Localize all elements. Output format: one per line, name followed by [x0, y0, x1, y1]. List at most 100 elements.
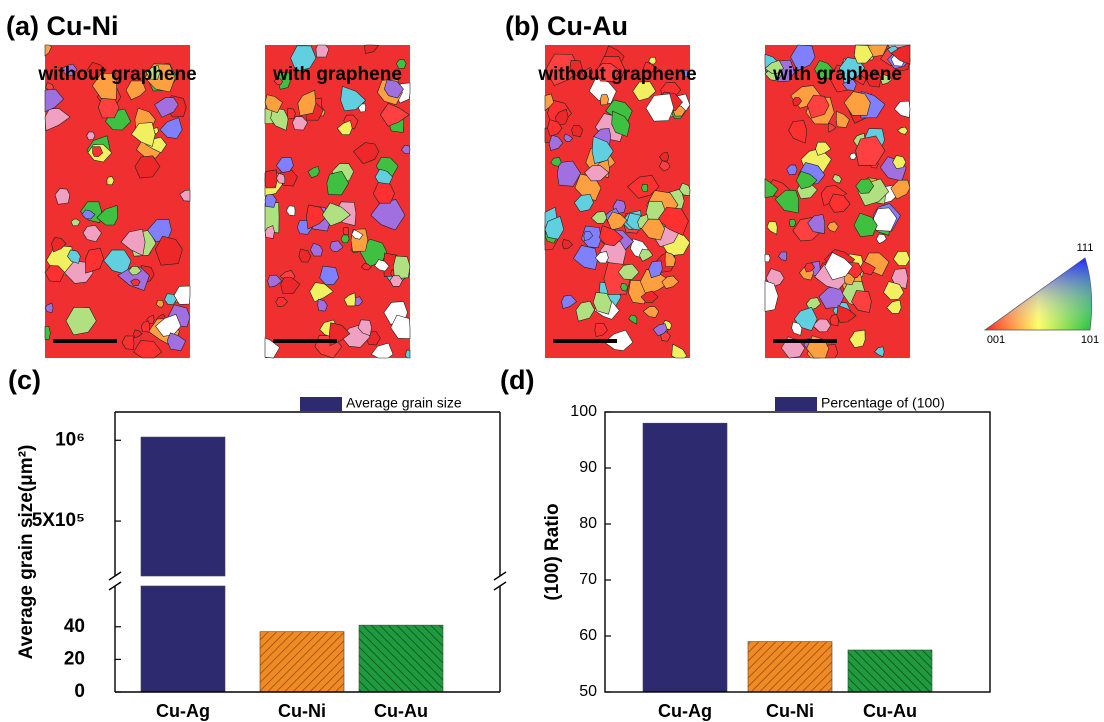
grain: [290, 45, 317, 73]
grain: [159, 117, 183, 139]
grain: [659, 160, 671, 171]
grain: [661, 275, 680, 289]
map-caption: without graphene: [537, 64, 696, 85]
map-caption: with graphene: [272, 64, 402, 85]
grain: [892, 251, 911, 266]
ebsd-maps: without graphene with graphene without gra…: [37, 44, 911, 359]
grain: [130, 122, 156, 147]
grain: [379, 103, 410, 127]
y-tick-label: 50: [579, 683, 597, 700]
grain: [573, 245, 599, 270]
grain: [642, 306, 660, 318]
grain: [571, 124, 584, 138]
grain: [583, 231, 594, 242]
grain: [814, 60, 834, 79]
y-axis-label: Average grain size(μm²): [16, 445, 37, 660]
grain: [329, 240, 344, 253]
grain: [275, 296, 288, 308]
grain: [133, 329, 143, 339]
grain: [280, 277, 301, 294]
grain: [561, 239, 574, 250]
grain: [897, 126, 909, 135]
grain: [81, 209, 96, 220]
grain: [599, 225, 624, 247]
grain: [84, 247, 105, 274]
grain: [581, 66, 594, 78]
grain: [648, 260, 663, 279]
grain: [307, 166, 320, 179]
grain: [117, 266, 150, 291]
axis-break: [108, 581, 122, 591]
grain: [392, 255, 411, 280]
grain: [590, 210, 608, 224]
x-tick-label: Cu-Ni: [278, 701, 326, 721]
grain: [671, 343, 688, 359]
grain: [815, 141, 832, 156]
grain: [764, 60, 784, 74]
grain: [264, 225, 275, 239]
grain: [789, 218, 797, 228]
grain: [298, 248, 312, 263]
color-key: 111 001 101: [983, 242, 1099, 346]
grain: [804, 262, 815, 273]
grain: [865, 71, 882, 88]
grain: [645, 93, 675, 122]
grain: [275, 157, 294, 173]
grain: [364, 44, 380, 54]
grain: [82, 224, 102, 243]
grain: [584, 164, 610, 182]
ebsd-map: with graphene: [764, 44, 911, 359]
grain: [806, 94, 830, 119]
grain: [44, 108, 71, 132]
grain: [805, 297, 822, 311]
grain: [764, 178, 779, 198]
grain: [67, 249, 81, 264]
grain: [544, 215, 565, 240]
grain: [594, 251, 609, 264]
grain: [44, 88, 65, 113]
grain: [309, 282, 334, 303]
grain: [336, 120, 353, 136]
grain: [44, 265, 65, 283]
grain: [128, 266, 142, 276]
panel-label: (d): [500, 365, 534, 395]
x-tick-label: Cu-Ag: [658, 701, 712, 721]
grain: [395, 58, 407, 69]
grain: [273, 77, 283, 86]
grain: [44, 326, 51, 341]
ebsd-map: with graphene: [264, 44, 411, 359]
grain: [264, 94, 283, 114]
grain: [544, 93, 555, 112]
grain: [827, 122, 837, 133]
x-tick-label: Cu-Ag: [156, 701, 210, 721]
bar: [358, 624, 444, 693]
grain: [357, 319, 372, 336]
grain: [764, 253, 771, 263]
grain: [849, 152, 857, 160]
grain: [836, 305, 857, 323]
grain: [594, 323, 608, 337]
grain: [133, 340, 163, 359]
grain: [120, 228, 146, 257]
grain: [321, 202, 351, 227]
y-tick-label: 60: [579, 627, 597, 644]
grain: [764, 280, 779, 312]
y-tick-label: 5X10⁵: [32, 510, 85, 531]
grain: [264, 202, 280, 234]
grain: [326, 170, 349, 196]
grain: [851, 290, 872, 313]
grain: [96, 204, 119, 226]
map-caption: without graphene: [37, 64, 196, 85]
grain: [106, 176, 115, 186]
bar: [847, 649, 933, 693]
grain: [659, 152, 670, 162]
grain: [140, 320, 151, 333]
grain: [791, 321, 803, 336]
bar: [642, 422, 728, 693]
grain: [573, 193, 594, 213]
grain: [275, 173, 286, 184]
grain: [340, 85, 367, 112]
y-tick-label: 70: [579, 571, 597, 588]
x-tick-label: Cu-Ni: [766, 701, 814, 721]
